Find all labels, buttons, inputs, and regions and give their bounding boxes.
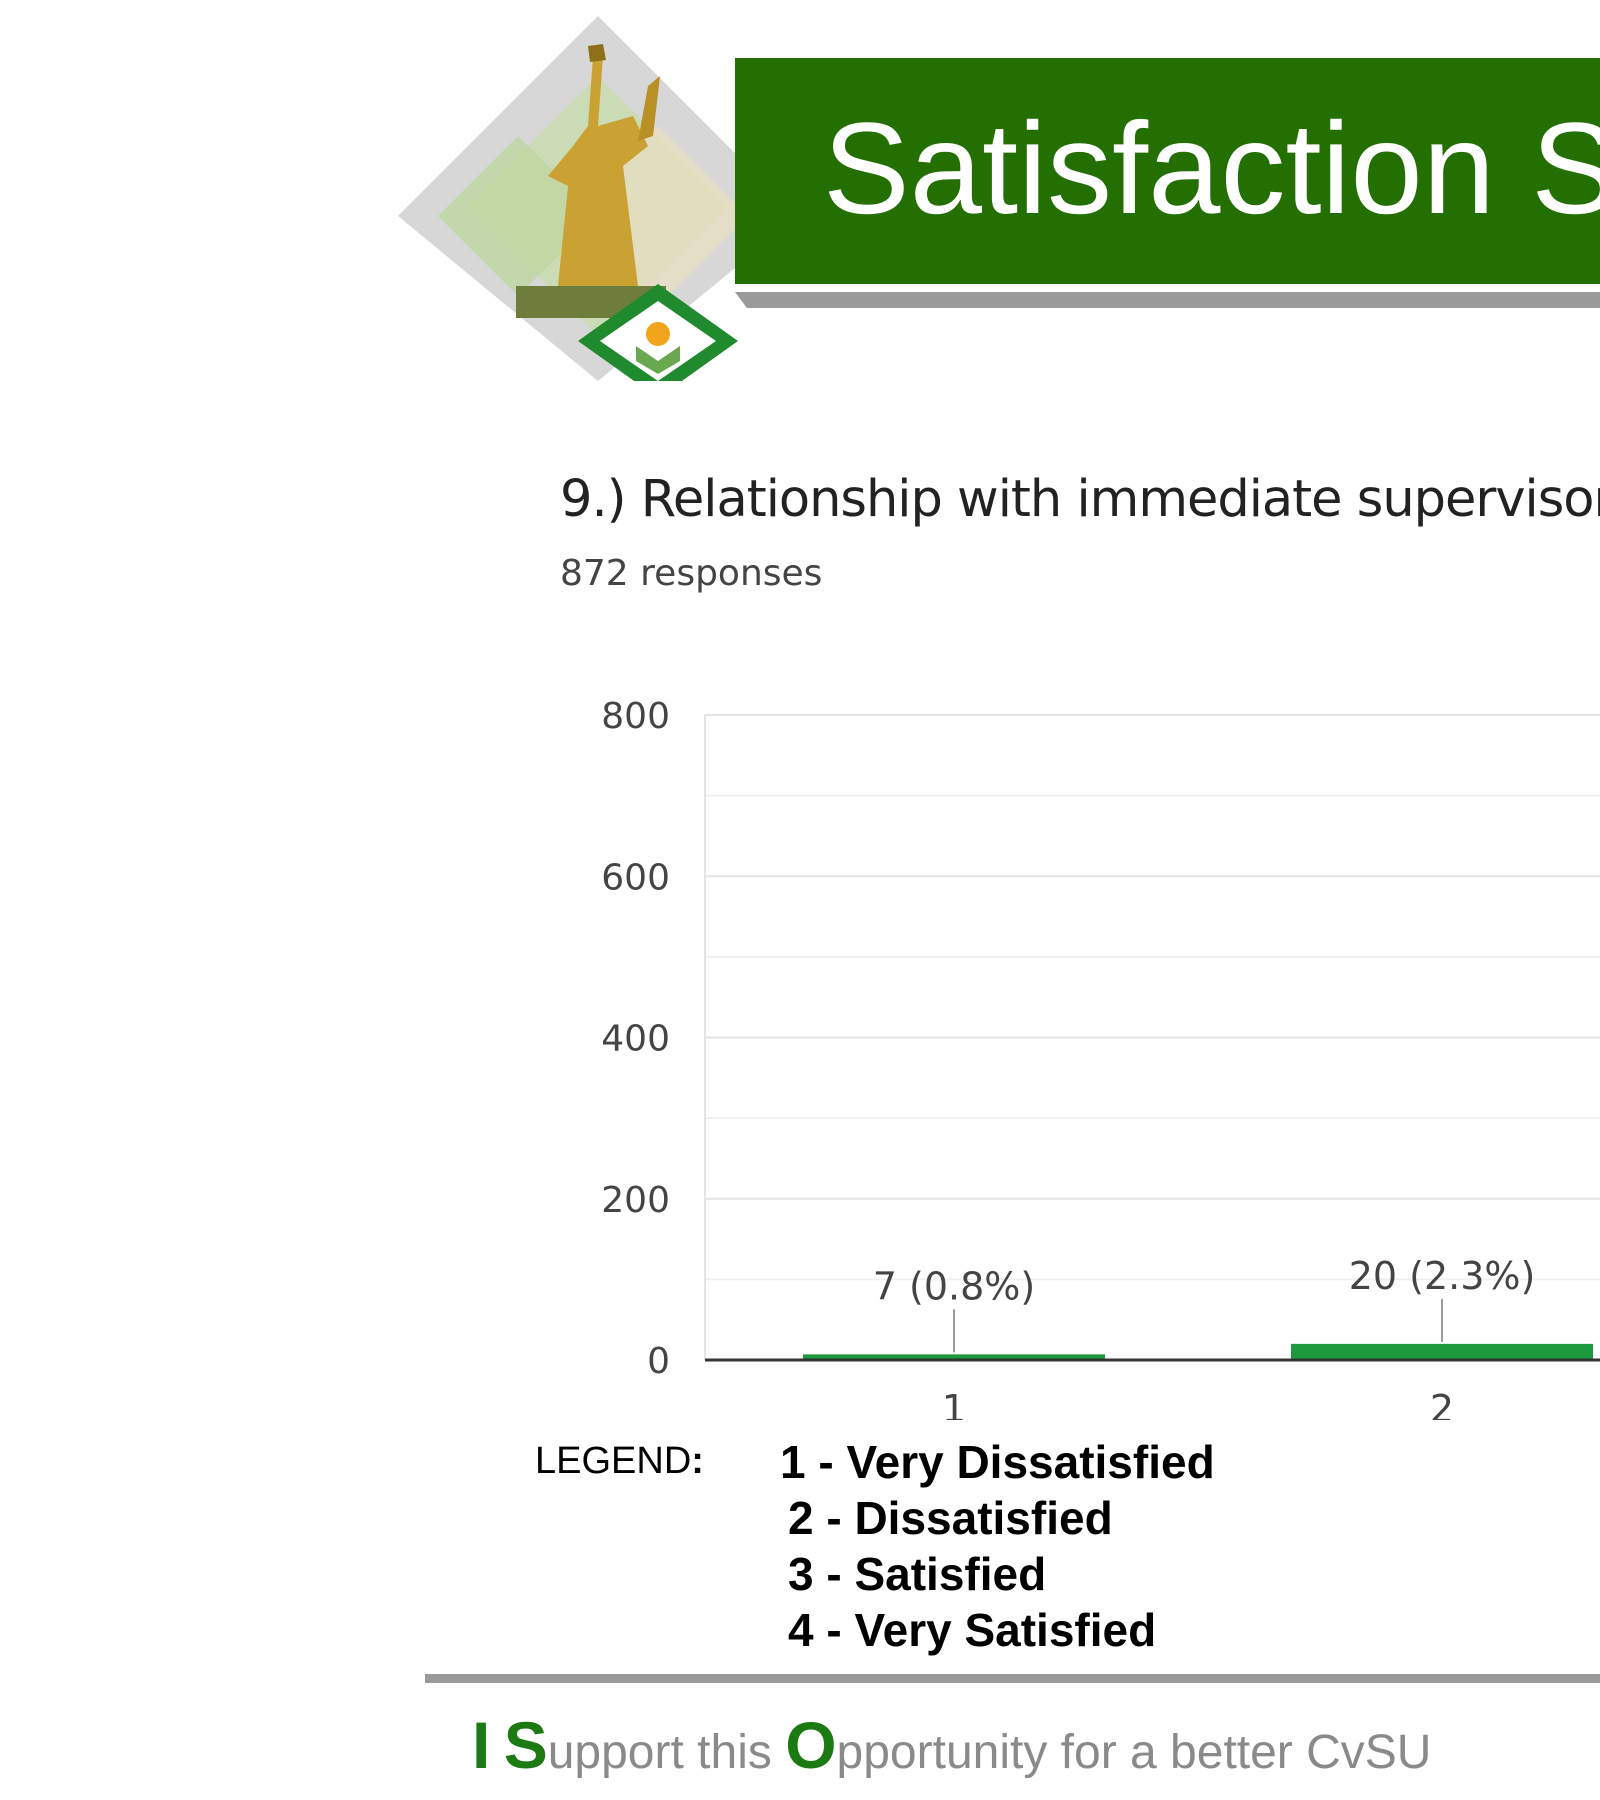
response-count: 872 responses <box>560 553 823 594</box>
y-tick-label: 800 <box>601 696 670 737</box>
legend-item: 3 - Satisfied <box>788 1548 1047 1600</box>
bar-chart: 0 200 400 600 800 7 (0.8%) 1 20 (2.3%) 2 <box>601 696 1600 1420</box>
question-title: 9.) Relationship with immediate supervis… <box>560 470 1600 529</box>
legend-item: 2 - Dissatisfied <box>788 1492 1113 1544</box>
x-tick-label: 1 <box>942 1387 966 1420</box>
bar <box>1291 1343 1593 1360</box>
bar <box>803 1354 1105 1360</box>
banner-underline <box>735 292 1600 308</box>
slogan-letter-o: O <box>785 1708 837 1782</box>
data-label: 7 (0.8%) <box>873 1264 1035 1308</box>
x-tick-label: 2 <box>1430 1387 1454 1420</box>
data-label: 20 (2.3%) <box>1349 1254 1536 1298</box>
legend-list: 1 - Very Dissatisfied 2 - Dissatisfied 3… <box>780 1434 1215 1658</box>
y-tick-label: 0 <box>647 1341 670 1382</box>
legend-item: 1 - Very Dissatisfied <box>780 1436 1215 1488</box>
legend-label: LEGEND: <box>535 1440 704 1482</box>
university-logo-emblem <box>398 16 798 381</box>
banner-title: Satisfaction S <box>823 95 1600 241</box>
y-tick-label: 600 <box>601 857 670 898</box>
footer-divider <box>425 1674 1600 1683</box>
slogan: I Support this Opportunity for a better … <box>472 1710 1431 1788</box>
y-tick-label: 400 <box>601 1019 670 1060</box>
slogan-letter-s: S <box>503 1708 548 1782</box>
slogan-letter-i: I <box>472 1708 491 1782</box>
slogan-text-upport: upport this <box>547 1726 786 1779</box>
legend-item: 4 - Very Satisfied <box>788 1604 1157 1656</box>
header-banner: Satisfaction S <box>735 58 1600 284</box>
y-tick-label: 200 <box>601 1180 670 1221</box>
slogan-text-rest: pportunity for a better CvSU <box>836 1726 1432 1779</box>
